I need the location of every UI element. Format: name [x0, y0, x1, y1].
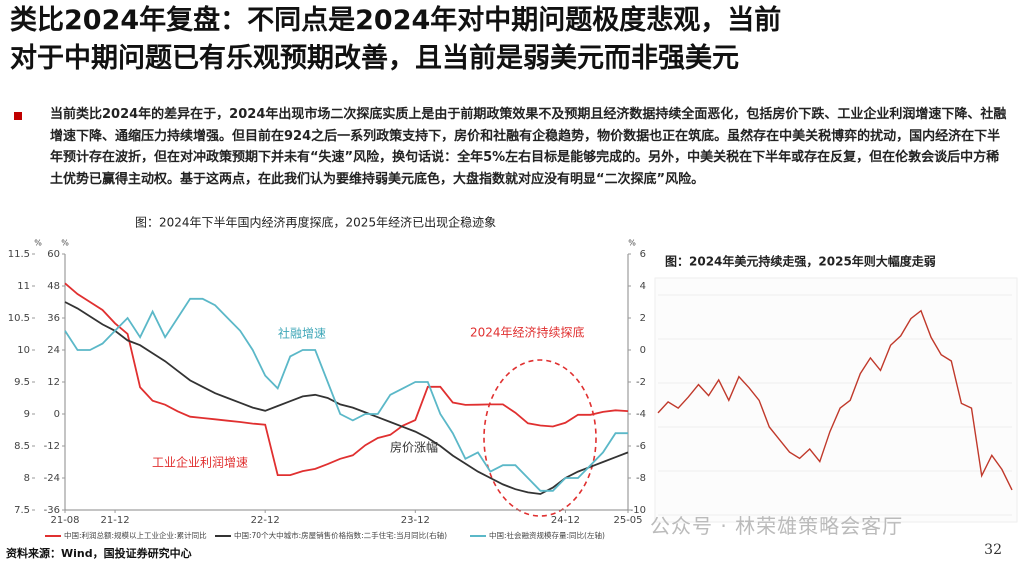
series-line	[64, 301, 629, 495]
y-tick-label: 36	[47, 313, 60, 324]
y2-tick-label: -10	[630, 505, 646, 516]
legend-label: 中国:70个大中城市:房屋销售价格指数:二手住宅:当月同比(右轴)	[234, 530, 447, 540]
x-tick-label: 25-05	[613, 515, 642, 526]
x-tick-label: 21-12	[101, 515, 130, 526]
y3-tick-label: 7.5	[14, 505, 30, 516]
y2-tick-label: 4	[640, 281, 646, 292]
chart-title: 图：2024年下半年国内经济再度探底，2025年经济已出现企稳迹象	[135, 215, 496, 230]
annotation: 社融增速	[278, 326, 326, 341]
annotation: 房价涨幅	[390, 440, 438, 455]
chart-frame	[654, 277, 1018, 523]
axis-unit: %	[34, 239, 42, 248]
chart-title: 图：2024年美元持续走强，2025年则大幅度走弱	[665, 254, 936, 269]
y-tick-label: 12	[47, 377, 60, 388]
bullet	[14, 112, 22, 120]
y-tick-label: 0	[54, 409, 60, 420]
y2-tick-label: 0	[640, 345, 646, 356]
y3-tick-label: 8.5	[14, 441, 30, 452]
y2-tick-label: 2	[640, 313, 646, 324]
x-tick-label: 24-12	[551, 515, 580, 526]
slide-title: 类比2024年复盘：不同点是2024年对中期问题极度悲观，当前 对于中期问题已有…	[10, 2, 1010, 78]
legend-label: 中国:利润总额:规模以上工业企业:累计同比	[64, 530, 207, 540]
y3-tick-label: 8	[24, 473, 30, 484]
y3-tick-label: 11	[17, 281, 30, 292]
source: 资料来源：Wind，国投证券研究中心	[6, 547, 192, 560]
paragraph: 当前类比2024年的差异在于，2024年出现市场二次探底实质上是由于前期政策效果…	[50, 107, 1007, 187]
y2-tick-label: -2	[636, 377, 646, 388]
x-tick-label: 22-12	[251, 515, 280, 526]
title-line: 对于中期问题已有乐观预期改善，且当前是弱美元而非强美元	[10, 43, 739, 74]
y3-tick-label: 9	[24, 409, 30, 420]
annotation: 工业企业利润增速	[152, 455, 248, 470]
y-tick-label: -12	[44, 441, 60, 452]
y2-tick-label: -4	[636, 409, 646, 420]
y-tick-label: 60	[47, 249, 60, 260]
y2-tick-label: -6	[636, 441, 646, 452]
y3-tick-label: 11.5	[8, 249, 30, 260]
y3-tick-label: 10	[17, 345, 30, 356]
legend-label: 中国:社会融资规模存量:同比(左轴)	[489, 530, 605, 540]
x-tick-label: 21-08	[50, 515, 79, 526]
y-tick-label: -36	[44, 505, 60, 516]
y2-tick-label: 6	[640, 249, 646, 260]
title-line: 类比2024年复盘：不同点是2024年对中期问题极度悲观，当前	[10, 5, 782, 36]
page-number: 32	[984, 542, 1002, 558]
y-tick-label: 48	[47, 281, 60, 292]
y3-tick-label: 10.5	[8, 313, 30, 324]
series-line	[64, 297, 628, 492]
y3-tick-label: 9.5	[14, 377, 30, 388]
watermark: 公众号 · 林荣雄策略会客厅	[650, 514, 904, 538]
x-tick-label: 23-12	[401, 515, 430, 526]
axis-unit: %	[628, 239, 636, 248]
annotation: 2024年经济持续探底	[470, 325, 585, 340]
dxy-line	[657, 309, 1013, 491]
axis-unit: %	[61, 239, 69, 248]
y-tick-label: 24	[47, 345, 60, 356]
series-line	[64, 282, 629, 476]
y2-tick-label: -8	[636, 473, 646, 484]
y-tick-label: -24	[44, 473, 60, 484]
highlight-ellipse	[483, 359, 597, 517]
